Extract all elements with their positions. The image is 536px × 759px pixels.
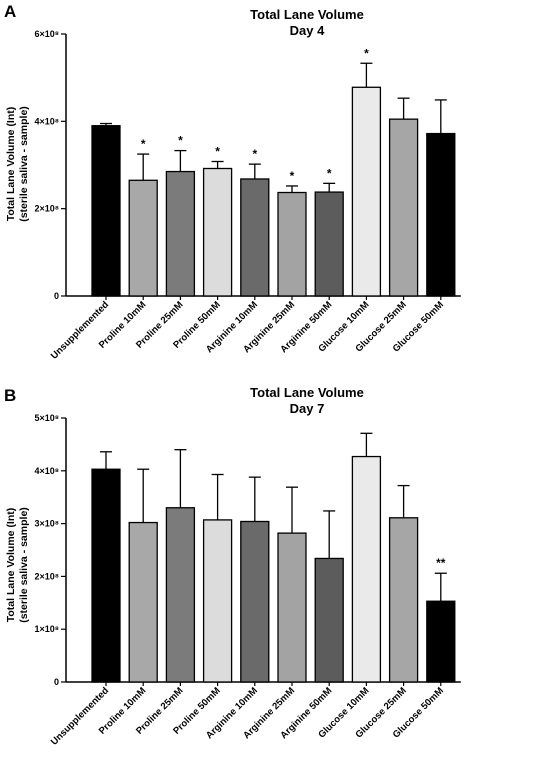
panel-a-significance-marker: * xyxy=(364,46,369,60)
panel-a-bar xyxy=(240,178,270,297)
panel-b-ylabel-line2: (sterile saliva - sample) xyxy=(18,507,30,623)
panel-b-bar xyxy=(277,532,307,683)
panel-b-ylabel-line1: Total Lane Volume (Int) xyxy=(5,508,17,623)
panel-a-ytick-label: 6×10⁸ xyxy=(34,29,59,39)
panel-a-ytick-label: 4×10⁸ xyxy=(34,116,59,126)
panel-a-bar xyxy=(388,118,419,297)
panel-b-ytick-label: 1×10⁸ xyxy=(34,624,59,634)
panel-a-significance-marker: * xyxy=(141,137,146,151)
panel-a-bar xyxy=(314,191,344,297)
panel-b-bar xyxy=(426,600,456,683)
panel-a-bar xyxy=(351,86,382,297)
panel-b-ytick-label: 5×10⁸ xyxy=(34,413,59,423)
panel-b-bar xyxy=(388,517,419,683)
panel-b-ytick-label: 2×10⁸ xyxy=(34,571,59,581)
panel-a-bar xyxy=(128,179,158,297)
panel-a-ylabel-line2: (sterile saliva - sample) xyxy=(18,106,30,222)
panel-a-significance-marker: * xyxy=(252,147,257,161)
panel-b-significance-marker: ** xyxy=(436,556,446,570)
panel-a-ytick-label: 0 xyxy=(54,291,59,301)
panel-b-category-label: Unsupplemented xyxy=(49,685,111,747)
panel-a-letter: A xyxy=(4,2,16,21)
panel-a-ytick-label: 2×10⁸ xyxy=(34,204,59,214)
panel-a-bar xyxy=(91,125,121,297)
panel-b-ytick-label: 0 xyxy=(54,677,59,687)
panel-b-subtitle: Day 7 xyxy=(290,401,325,416)
panel-a-significance-marker: * xyxy=(290,169,295,183)
panel-b-bar xyxy=(351,455,382,683)
panel-a-bar xyxy=(426,132,456,297)
panel-b-bar xyxy=(240,520,270,683)
panel-a-bar xyxy=(165,170,196,297)
panel-a-title: Total Lane Volume xyxy=(250,7,364,22)
panel-b-plot: 0 1×10⁸ 2×10⁸ 3×10⁸ 4×10⁸ 5×10⁸ Unsupplemented… xyxy=(34,413,461,748)
panel-a-ylabel-line1: Total Lane Volume (Int) xyxy=(5,107,17,222)
panel-a-category-label: Unsupplemented xyxy=(49,299,111,361)
panel-b-bar xyxy=(128,521,158,683)
panel-b-ytick-label: 3×10⁸ xyxy=(34,519,59,529)
panel-b-bar xyxy=(165,507,196,683)
panel-b-bar xyxy=(314,557,344,683)
panel-a: A Total Lane Volume Day 4 Total Lane Vol… xyxy=(4,2,461,362)
panel-a-bar xyxy=(202,167,233,297)
panel-b-bar xyxy=(91,468,121,683)
panel-a-significance-marker: * xyxy=(327,166,332,180)
panel-a-subtitle: Day 4 xyxy=(290,23,325,38)
panel-b-letter: B xyxy=(4,386,16,405)
panel-a-bar xyxy=(277,191,307,297)
panel-a-significance-marker: * xyxy=(215,145,220,159)
panel-a-significance-marker: * xyxy=(178,134,183,148)
panel-b-bar xyxy=(202,519,233,683)
panel-b-ytick-label: 4×10⁸ xyxy=(34,466,59,476)
panel-b-title: Total Lane Volume xyxy=(250,385,364,400)
panel-b: B Total Lane Volume Day 7 Total Lane Vol… xyxy=(4,385,461,748)
